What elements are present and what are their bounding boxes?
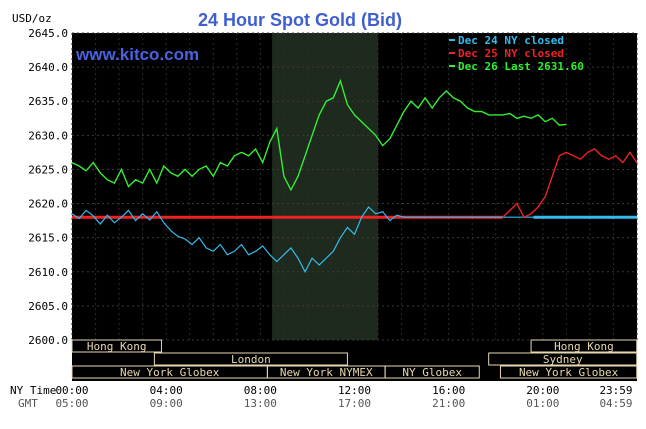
- x-tick-label-gmt: 09:00: [150, 397, 183, 410]
- series-line: [71, 78, 567, 192]
- session-box: [488, 352, 638, 366]
- session-label: NY Globex: [402, 366, 462, 379]
- x-axis-name-gmt: GMT: [18, 397, 38, 410]
- session-bars: Hong Kong London New York Globex New York N…: [71, 339, 638, 379]
- x-tick-label: 00:00: [55, 384, 88, 397]
- x-tick-label-gmt: 01:00: [526, 397, 559, 410]
- series-lines: [71, 78, 638, 274]
- nymex-shaded-band: [272, 33, 379, 340]
- session-label: Hong Kong: [87, 340, 147, 353]
- session-box: [384, 365, 480, 379]
- series-line: [502, 148, 638, 219]
- x-tick-label: 04:00: [150, 384, 183, 397]
- session-label: New York NYMEX: [280, 366, 373, 379]
- y-tick-label: 2645.0: [28, 27, 68, 40]
- y-tick-label: 2610.0: [28, 266, 68, 279]
- session-label: London: [231, 353, 271, 366]
- y-tick-label: 2600.0: [28, 334, 68, 347]
- x-tick-label: 23:59: [599, 384, 632, 397]
- x-tick-label-gmt: 05:00: [55, 397, 88, 410]
- y-unit-label: USD/oz: [12, 12, 52, 25]
- session-box: [530, 339, 638, 353]
- y-tick-label: 2620.0: [28, 198, 68, 211]
- chart-title: 24 Hour Spot Gold (Bid): [198, 10, 402, 30]
- session-label: New York Globex: [519, 366, 619, 379]
- session-box: [71, 339, 162, 353]
- session-label: Hong Kong: [554, 340, 614, 353]
- x-tick-label: 08:00: [244, 384, 277, 397]
- session-box: [499, 365, 638, 379]
- y-tick-label: 2615.0: [28, 232, 68, 245]
- session-label: Sydney: [543, 353, 583, 366]
- brand-label: www.kitco.com: [75, 45, 199, 64]
- legend-entry: Dec 26 Last 2631.60: [458, 60, 584, 73]
- series-line: [71, 206, 637, 274]
- y-tick-label: 2605.0: [28, 300, 68, 313]
- y-tick-label: 2635.0: [28, 95, 68, 108]
- x-tick-label-gmt: 21:00: [432, 397, 465, 410]
- x-tick-label: 12:00: [338, 384, 371, 397]
- y-tick-label: 2630.0: [28, 129, 68, 142]
- y-tick-label: 2625.0: [28, 163, 68, 176]
- session-box: [153, 352, 348, 366]
- legend-entry: Dec 24 NY closed: [458, 34, 564, 47]
- timestamp: December 26, 2024 20:34: [454, 18, 607, 31]
- x-tick-label-gmt: 17:00: [338, 397, 371, 410]
- x-tick-label: 20:00: [526, 384, 559, 397]
- legend-entry: Dec 25 NY closed: [458, 47, 564, 60]
- x-tick-label-gmt: 13:00: [244, 397, 277, 410]
- session-label: New York Globex: [120, 366, 220, 379]
- y-tick-labels: 2645.0 2640.0 2635.0 2630.0 2625.0 2620.0 2615…: [28, 27, 68, 347]
- x-axis-name: NY Time: [10, 384, 56, 397]
- x-tick-label: 16:00: [432, 384, 465, 397]
- y-tick-label: 2640.0: [28, 61, 68, 74]
- x-tick-label-gmt: 04:59: [599, 397, 632, 410]
